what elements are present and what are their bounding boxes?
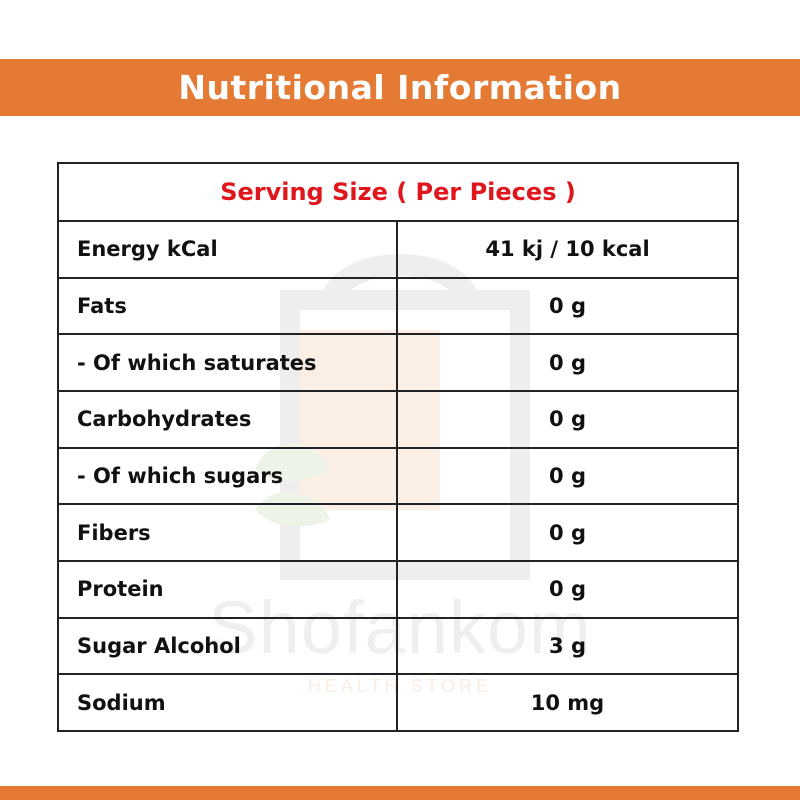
nutrient-value: 0 g (549, 407, 586, 432)
nutrient-name: Sodium (59, 675, 398, 731)
table-row: - Of which saturates 0 g (59, 335, 737, 393)
nutrient-value: 10 mg (530, 690, 605, 715)
nutrient-value: 3 g (549, 634, 586, 659)
nutrient-value: 0 g (549, 350, 586, 375)
serving-size-header: Serving Size ( Per Pieces ) (59, 164, 737, 222)
nutrient-name: Fats (59, 278, 398, 334)
table-row: Fibers 0 g (59, 505, 737, 563)
table-row: Carbohydrates 0 g (59, 392, 737, 449)
nutrient-value: 0 g (549, 520, 586, 545)
table-row: Sugar Alcohol 3 g (59, 618, 737, 676)
nutrient-name: - Of which sugars (59, 448, 398, 504)
nutrient-value: 41 kj / 10 kcal (485, 237, 650, 262)
header-banner: Nutritional Information (0, 59, 800, 116)
page-title: Nutritional Information (178, 68, 622, 107)
nutrient-name: Energy kCal (59, 222, 398, 277)
footer-band (0, 786, 800, 800)
nutrient-name: Sugar Alcohol (59, 618, 398, 674)
table-row: Fats 0 g (59, 278, 737, 336)
serving-size-label: Serving Size ( Per Pieces ) (220, 178, 576, 206)
nutrient-name: Fibers (59, 505, 398, 561)
nutrient-name: - Of which saturates (59, 335, 398, 391)
table-body: Energy kCal 41 kj / 10 kcal Fats 0 g - O… (59, 222, 737, 731)
table-row: Sodium 10 mg (59, 675, 737, 731)
table-row: Protein 0 g (59, 562, 737, 619)
nutrient-name: Carbohydrates (59, 392, 398, 447)
nutrient-value: 0 g (549, 294, 586, 318)
nutrient-name: Protein (59, 562, 398, 617)
nutrient-value: 0 g (549, 464, 586, 489)
nutrient-value: 0 g (549, 577, 586, 602)
table-row: - Of which sugars 0 g (59, 448, 737, 506)
nutrition-table: Serving Size ( Per Pieces ) Energy kCal … (57, 162, 739, 732)
table-row: Energy kCal 41 kj / 10 kcal (59, 222, 737, 279)
